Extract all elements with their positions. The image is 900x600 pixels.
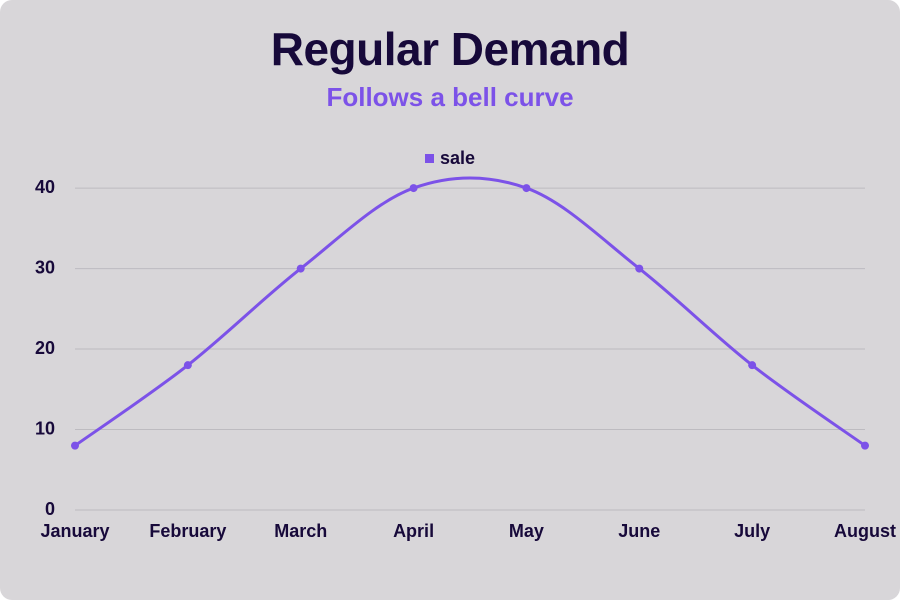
y-tick-label: 0: [45, 499, 55, 519]
x-tick-label: April: [393, 521, 434, 541]
data-point: [522, 184, 530, 192]
y-tick-label: 40: [35, 177, 55, 197]
data-point: [297, 265, 305, 273]
y-tick-label: 30: [35, 257, 55, 277]
y-tick-label: 20: [35, 338, 55, 358]
x-tick-label: January: [40, 521, 109, 541]
x-tick-label: June: [618, 521, 660, 541]
x-tick-label: March: [274, 521, 327, 541]
x-tick-label: February: [149, 521, 226, 541]
chart-svg: 0 10 20 30 40 January February March April May Jun…: [0, 0, 900, 600]
data-point: [71, 442, 79, 450]
data-point: [184, 361, 192, 369]
data-point: [861, 442, 869, 450]
data-point: [748, 361, 756, 369]
data-point: [635, 265, 643, 273]
data-point: [410, 184, 418, 192]
x-tick-label: May: [509, 521, 544, 541]
series-line-sale: [75, 178, 865, 446]
x-tick-label: August: [834, 521, 896, 541]
chart-container: Regular Demand Follows a bell curve sale…: [0, 0, 900, 600]
x-tick-label: July: [734, 521, 770, 541]
y-tick-label: 10: [35, 418, 55, 438]
